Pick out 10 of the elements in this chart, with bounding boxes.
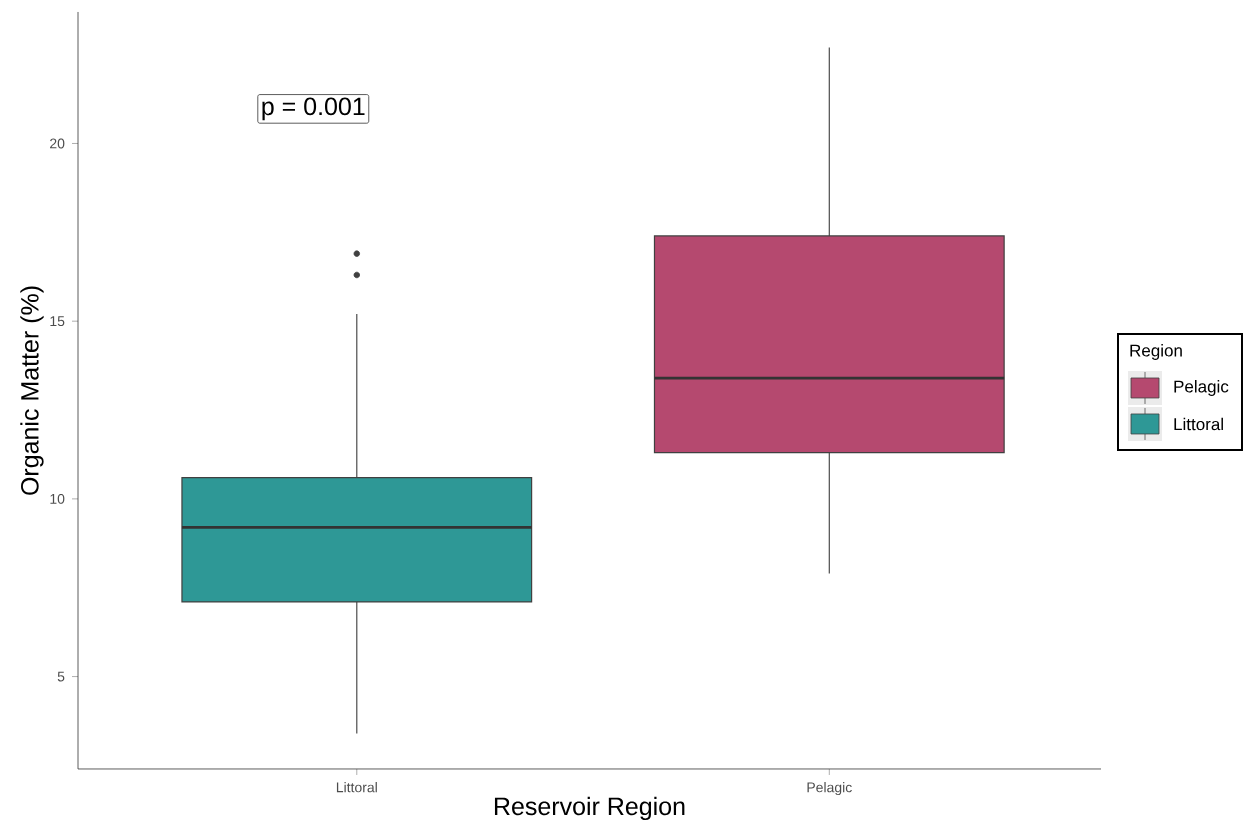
- legend-label: Pelagic: [1174, 380, 1229, 396]
- y-tick-label: 15: [50, 316, 65, 327]
- y-tick-label: 20: [50, 138, 65, 149]
- y-axis-title: Organic Matter (%): [20, 286, 44, 495]
- y-tick-label: 5: [57, 671, 65, 682]
- legend-title: Region: [1130, 344, 1182, 360]
- legend-label: Littoral: [1174, 417, 1223, 431]
- x-axis-title: Reservoir Region: [494, 796, 685, 821]
- annotation: p = 0.001: [262, 97, 365, 121]
- y-tick-label: 10: [50, 494, 65, 504]
